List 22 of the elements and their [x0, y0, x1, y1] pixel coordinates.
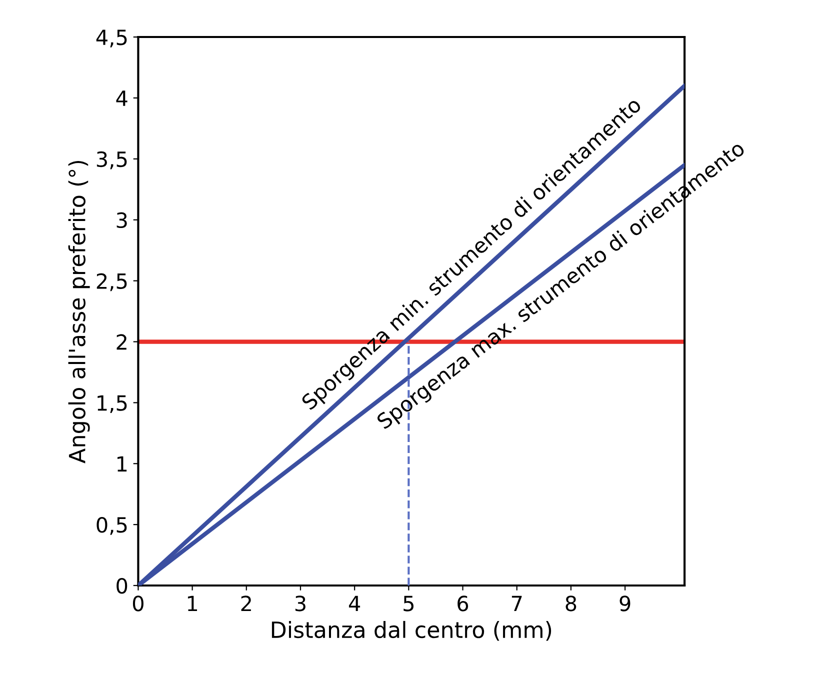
y-tick-label: 4,5: [96, 30, 127, 48]
x-tick-label: 2: [241, 596, 251, 612]
x-tick-label: 5: [404, 596, 414, 612]
x-tick-label: 8: [566, 596, 576, 612]
x-tick-label: 7: [512, 596, 522, 612]
x-tick-label: 0: [132, 596, 144, 612]
y-tick-label: 1: [118, 456, 127, 472]
y-tick-label: 2: [116, 334, 126, 350]
y-tick-label: 0,5: [96, 517, 127, 535]
x-tick-label: 4: [348, 596, 360, 612]
y-tick-label: 4: [116, 90, 128, 106]
y-tick-label: 3,5: [96, 151, 127, 170]
x-tick-label: 1: [188, 596, 198, 612]
y-tick-label: 0: [116, 578, 128, 594]
y-tick-label: 3: [116, 212, 127, 228]
x-tick-label: 9: [620, 596, 630, 612]
y-axis-title: Angolo all'asse preferito (°): [68, 160, 90, 464]
x-axis-title: Distanza dal centro (mm): [272, 620, 552, 641]
x-tick-label: 3: [295, 596, 306, 612]
y-tick-label: 2,5: [96, 273, 127, 292]
x-tick-label: 6: [458, 596, 468, 612]
y-tick-label: 1,5: [98, 395, 127, 414]
